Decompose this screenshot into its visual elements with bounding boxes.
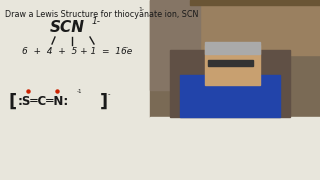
Text: 6  +  4  +  5 + 1  =  16e: 6 + 4 + 5 + 1 = 16e (22, 47, 132, 56)
Text: 1-: 1- (138, 7, 144, 12)
Text: ]: ] (100, 93, 108, 111)
Text: -1: -1 (77, 89, 83, 94)
Bar (208, 60, 253, 66)
Bar (205, 45, 260, 85)
Bar (190, 0, 320, 5)
Bar (205, 42, 260, 54)
Text: SCN: SCN (50, 20, 85, 35)
Text: [: [ (8, 93, 16, 111)
Text: -: - (108, 91, 110, 97)
Bar (150, 0, 200, 90)
Text: :S═C═N:: :S═C═N: (18, 95, 69, 108)
Text: -: - (126, 45, 128, 50)
Bar (150, 117, 320, 180)
Bar (170, 50, 290, 117)
Text: 1-: 1- (92, 17, 101, 26)
Bar (190, 0, 320, 55)
Bar (180, 75, 280, 117)
Bar (150, 0, 320, 117)
Text: Draw a Lewis Structure for thiocyanate ion, SCN: Draw a Lewis Structure for thiocyanate i… (5, 10, 198, 19)
